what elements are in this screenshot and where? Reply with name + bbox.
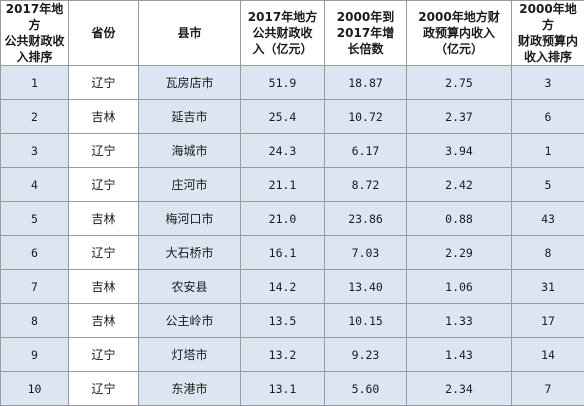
cell-province: 辽宁 (69, 168, 139, 202)
cell-revenue-2017: 21.1 (241, 168, 325, 202)
cell-county: 东港市 (139, 372, 241, 406)
cell-rank-2017: 2 (1, 100, 69, 134)
cell-county: 农安县 (139, 270, 241, 304)
cell-rank-2000: 17 (512, 304, 584, 338)
cell-growth-multiple: 9.23 (325, 338, 407, 372)
cell-rank-2000: 14 (512, 338, 584, 372)
cell-revenue-2000: 2.37 (407, 100, 512, 134)
cell-rank-2000: 3 (512, 66, 584, 100)
cell-revenue-2000: 2.34 (407, 372, 512, 406)
cell-county: 大石桥市 (139, 236, 241, 270)
cell-revenue-2017: 14.2 (241, 270, 325, 304)
cell-growth-multiple: 7.03 (325, 236, 407, 270)
cell-province: 辽宁 (69, 372, 139, 406)
cell-province: 吉林 (69, 304, 139, 338)
cell-revenue-2000: 3.94 (407, 134, 512, 168)
cell-county: 海城市 (139, 134, 241, 168)
cell-growth-multiple: 5.60 (325, 372, 407, 406)
cell-province: 辽宁 (69, 236, 139, 270)
header-province: 省份 (69, 1, 139, 66)
cell-rank-2017: 3 (1, 134, 69, 168)
cell-revenue-2000: 1.43 (407, 338, 512, 372)
cell-revenue-2000: 2.75 (407, 66, 512, 100)
cell-growth-multiple: 10.15 (325, 304, 407, 338)
cell-rank-2000: 8 (512, 236, 584, 270)
cell-rank-2017: 10 (1, 372, 69, 406)
cell-rank-2017: 8 (1, 304, 69, 338)
cell-revenue-2000: 2.42 (407, 168, 512, 202)
cell-revenue-2017: 24.3 (241, 134, 325, 168)
cell-province: 吉林 (69, 270, 139, 304)
header-revenue-2000: 2000年地方财 政预算内收入 （亿元） (407, 1, 512, 66)
cell-rank-2017: 9 (1, 338, 69, 372)
cell-rank-2017: 7 (1, 270, 69, 304)
header-rank-2017: 2017年地方 公共财政收 入排序 (1, 1, 69, 66)
cell-rank-2000: 31 (512, 270, 584, 304)
cell-county: 延吉市 (139, 100, 241, 134)
cell-revenue-2000: 1.06 (407, 270, 512, 304)
cell-growth-multiple: 23.86 (325, 202, 407, 236)
cell-province: 吉林 (69, 100, 139, 134)
cell-county: 庄河市 (139, 168, 241, 202)
cell-rank-2017: 6 (1, 236, 69, 270)
cell-revenue-2017: 51.9 (241, 66, 325, 100)
table-header-row: 2017年地方 公共财政收 入排序 省份 县市 2017年地方 公共财政收 入（… (1, 1, 584, 66)
cell-rank-2017: 4 (1, 168, 69, 202)
cell-province: 辽宁 (69, 66, 139, 100)
header-county: 县市 (139, 1, 241, 66)
cell-growth-multiple: 10.72 (325, 100, 407, 134)
cell-county: 灯塔市 (139, 338, 241, 372)
cell-revenue-2017: 13.1 (241, 372, 325, 406)
cell-growth-multiple: 18.87 (325, 66, 407, 100)
cell-rank-2017: 1 (1, 66, 69, 100)
cell-revenue-2017: 16.1 (241, 236, 325, 270)
cell-growth-multiple: 13.40 (325, 270, 407, 304)
cell-revenue-2017: 25.4 (241, 100, 325, 134)
header-revenue-2017: 2017年地方 公共财政收 入（亿元） (241, 1, 325, 66)
cell-revenue-2017: 21.0 (241, 202, 325, 236)
cell-rank-2000: 6 (512, 100, 584, 134)
cell-province: 辽宁 (69, 134, 139, 168)
cell-revenue-2017: 13.2 (241, 338, 325, 372)
header-growth-multiple: 2000年到 2017年增 长倍数 (325, 1, 407, 66)
cell-revenue-2000: 2.29 (407, 236, 512, 270)
cell-revenue-2000: 0.88 (407, 202, 512, 236)
cell-revenue-2000: 1.33 (407, 304, 512, 338)
cell-growth-multiple: 8.72 (325, 168, 407, 202)
cell-county: 公主岭市 (139, 304, 241, 338)
cell-rank-2000: 43 (512, 202, 584, 236)
cell-province: 吉林 (69, 202, 139, 236)
cell-rank-2000: 5 (512, 168, 584, 202)
cell-growth-multiple: 6.17 (325, 134, 407, 168)
cell-county: 梅河口市 (139, 202, 241, 236)
cell-county: 瓦房店市 (139, 66, 241, 100)
cell-revenue-2017: 13.5 (241, 304, 325, 338)
header-rank-2000: 2000年地方 财政预算内 收入排序 (512, 1, 584, 66)
cell-rank-2017: 5 (1, 202, 69, 236)
cell-province: 辽宁 (69, 338, 139, 372)
cell-rank-2000: 1 (512, 134, 584, 168)
cell-rank-2000: 7 (512, 372, 584, 406)
